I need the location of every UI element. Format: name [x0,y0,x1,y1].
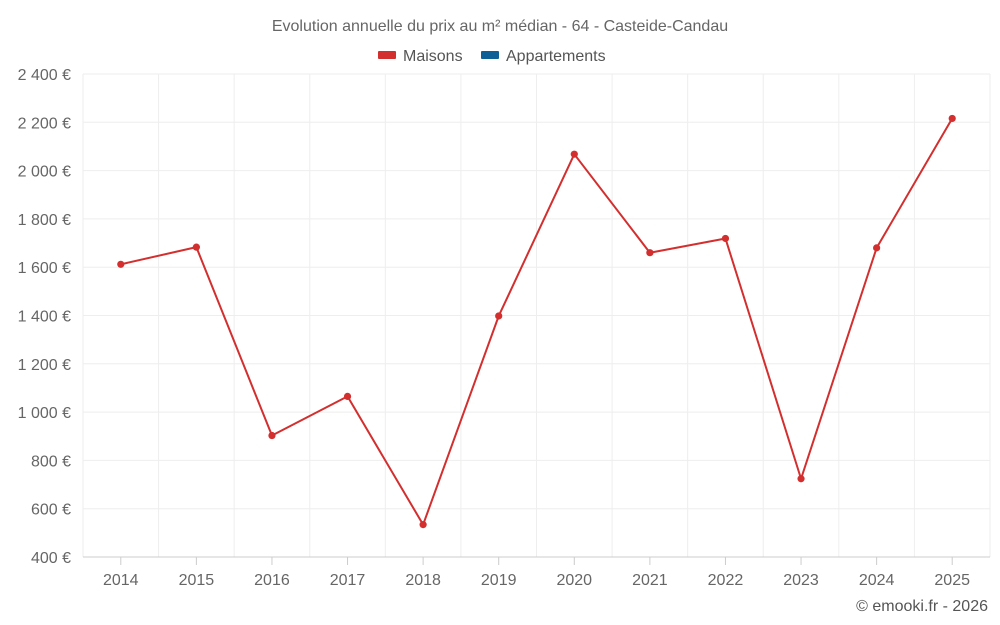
y-tick-label: 1 200 € [18,357,71,374]
y-tick-label: 1 400 € [18,309,71,326]
chart-title: Evolution annuelle du prix au m² médian … [272,18,728,35]
data-point[interactable] [268,431,276,440]
y-tick-label: 800 € [31,453,71,470]
x-tick-label: 2014 [103,572,139,589]
y-axis-ticks: 400 € 600 € 800 € 1 000 € 1 200 € 1 400 € 1 60… [18,67,71,567]
x-tick-label: 2023 [783,572,819,589]
data-point[interactable] [495,312,503,320]
y-tick-label: 1 800 € [18,212,71,229]
data-point[interactable] [343,392,352,401]
grid [82,73,991,557]
x-tick-label: 2015 [179,572,215,589]
x-tick-label: 2022 [708,572,744,589]
y-tick-label: 400 € [31,550,71,567]
y-tick-label: 2 400 € [18,67,71,84]
legend-label-appartements: Appartements [506,48,606,65]
data-point[interactable] [873,244,881,252]
x-tick-label: 2018 [405,572,441,589]
x-tick-label: 2024 [859,572,895,589]
legend-item-appartements[interactable]: Appartements [481,48,606,65]
legend-label-maisons: Maisons [403,48,463,65]
axes [83,556,990,565]
y-tick-label: 1 600 € [18,260,71,277]
legend-item-maisons[interactable]: Maisons [378,48,463,65]
y-tick-label: 600 € [31,502,71,519]
legend[interactable]: Maisons Appartements [378,48,606,65]
legend-swatch-maisons [378,51,396,59]
data-point[interactable] [192,243,200,251]
x-axis-ticks: 2014 2015 2016 2017 2018 2019 2020 2021 2022 2023… [103,572,970,589]
data-point[interactable] [570,150,578,158]
data-point[interactable] [419,521,427,529]
y-tick-label: 2 000 € [18,164,71,181]
series [117,114,956,529]
x-tick-label: 2016 [254,572,290,589]
data-point[interactable] [721,234,730,243]
x-tick-label: 2025 [934,572,970,589]
x-tick-label: 2017 [330,572,366,589]
y-tick-label: 1 000 € [18,405,71,422]
data-point[interactable] [948,114,956,123]
data-point[interactable] [646,249,654,257]
y-tick-label: 2 200 € [18,115,71,132]
series-line-maisons [120,117,954,526]
legend-swatch-appartements [481,51,499,59]
x-tick-label: 2020 [556,572,592,589]
x-tick-label: 2021 [632,572,668,589]
data-point[interactable] [117,260,125,268]
data-point[interactable] [797,475,805,483]
copyright-footer: © emooki.fr - 2026 [856,598,988,615]
x-tick-label: 2019 [481,572,517,589]
